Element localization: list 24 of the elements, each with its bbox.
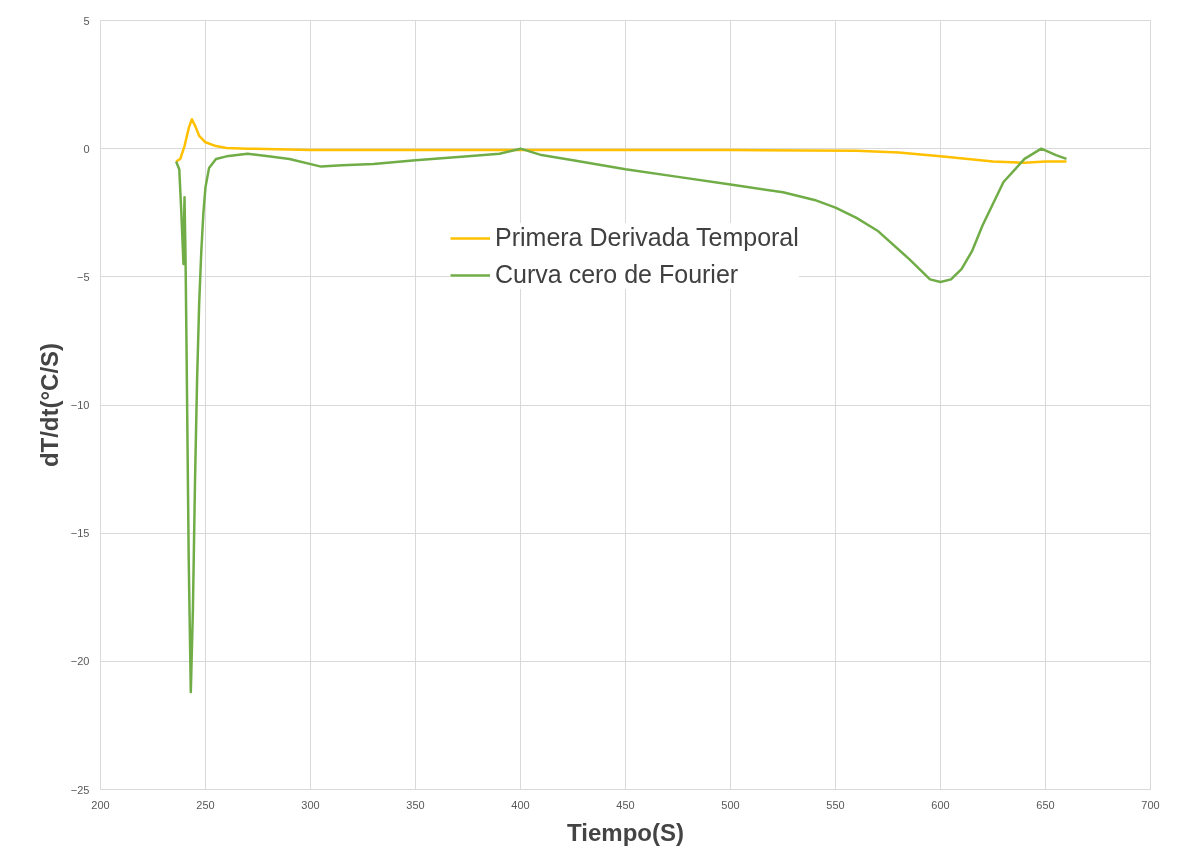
x-tick-label: 500: [721, 798, 740, 811]
x-tick-label: 450: [616, 798, 635, 811]
x-tick-label: 200: [91, 798, 110, 811]
x-tick-label: 250: [196, 798, 215, 811]
x-tick-label: 550: [826, 798, 845, 811]
y-tick-label: −25: [70, 783, 90, 796]
x-tick-label: 600: [931, 798, 950, 811]
x-tick-label: 400: [511, 798, 530, 811]
legend-label: Curva cero de Fourier: [495, 260, 740, 289]
y-tick-label: −10: [70, 399, 90, 411]
y-tick-label: −15: [70, 527, 90, 540]
x-tick-label: 650: [1036, 798, 1055, 811]
y-axis-title: dT/dt(°C/S): [35, 342, 63, 468]
x-tick-label: 300: [301, 798, 320, 811]
y-tick-label: −20: [70, 655, 90, 668]
y-tick-label: 5: [83, 14, 90, 27]
y-tick-label: 0: [83, 142, 90, 155]
y-tick-label: −5: [76, 270, 90, 283]
x-axis-title: Tiempo(S): [567, 818, 684, 846]
line-series: [174, 147, 1068, 694]
line-series: [174, 117, 1068, 165]
legend-label: Primera Derivada Temporal: [495, 223, 799, 252]
x-tick-label: 350: [406, 798, 425, 811]
x-tick-label: 700: [1141, 798, 1160, 811]
